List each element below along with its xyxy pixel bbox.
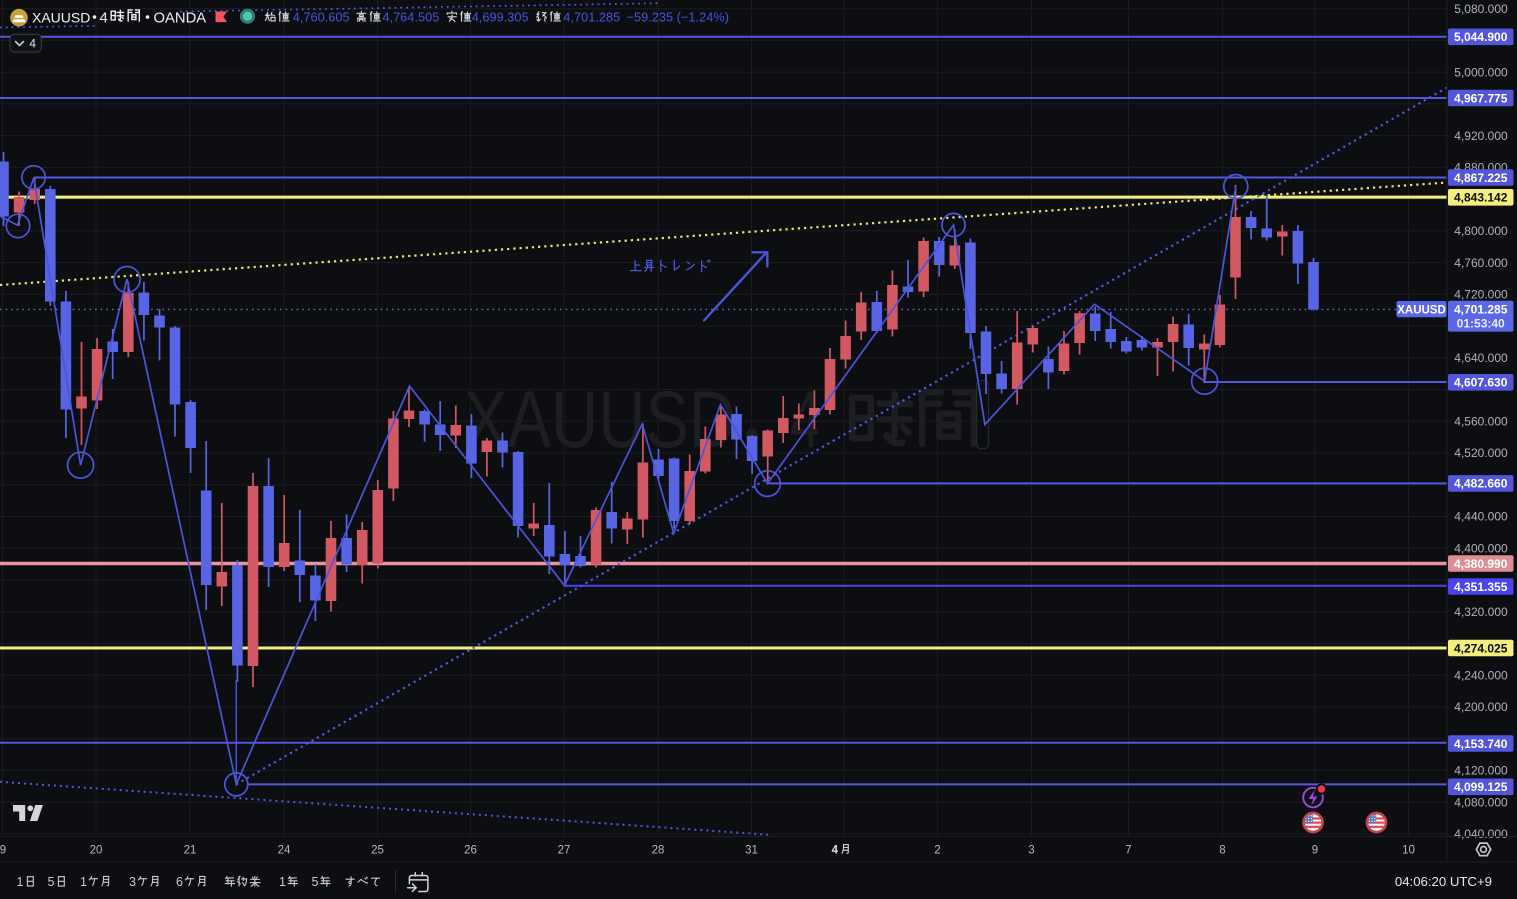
svg-text:4,040.000: 4,040.000 [1454, 827, 1508, 841]
svg-text:4,482.660: 4,482.660 [1454, 477, 1508, 491]
svg-text:5,080.000: 5,080.000 [1454, 2, 1508, 16]
svg-text:1: 1 [17, 875, 24, 889]
svg-text:4: 4 [30, 39, 37, 51]
svg-text:04:06:20 UTC+9: 04:06:20 UTC+9 [1395, 874, 1492, 889]
svg-text:4,274.025: 4,274.025 [1454, 641, 1508, 655]
svg-text:4,607.630: 4,607.630 [1454, 376, 1508, 390]
svg-text:4,240.000: 4,240.000 [1454, 668, 1508, 682]
svg-text:4,351.355: 4,351.355 [1454, 580, 1508, 594]
svg-text:7: 7 [1125, 845, 1131, 857]
svg-text:6: 6 [176, 875, 183, 889]
svg-text:4,967.775: 4,967.775 [1454, 91, 1508, 105]
svg-text:4,320.000: 4,320.000 [1454, 605, 1508, 619]
svg-text:4,701.285: 4,701.285 [563, 10, 620, 25]
svg-text:4,760.605: 4,760.605 [293, 10, 350, 25]
svg-text:5: 5 [48, 875, 55, 889]
svg-text:4,200.000: 4,200.000 [1454, 700, 1508, 714]
svg-text:4,760.000: 4,760.000 [1454, 256, 1508, 270]
svg-text:3: 3 [129, 875, 136, 889]
svg-text:4: 4 [832, 845, 839, 857]
svg-text:25: 25 [371, 845, 384, 857]
svg-text:8: 8 [1219, 845, 1225, 857]
svg-text:4,080.000: 4,080.000 [1454, 795, 1508, 809]
svg-text:01:53:40: 01:53:40 [1457, 317, 1505, 331]
svg-text:OANDA: OANDA [154, 10, 207, 26]
svg-text:9: 9 [1312, 845, 1318, 857]
svg-text:4: 4 [100, 9, 108, 26]
svg-text:4: 4 [790, 375, 820, 465]
svg-text:24: 24 [278, 845, 291, 857]
svg-text:26: 26 [464, 845, 477, 857]
svg-text:4,560.000: 4,560.000 [1454, 415, 1508, 429]
svg-text:4,400.000: 4,400.000 [1454, 542, 1508, 556]
svg-text:4,120.000: 4,120.000 [1454, 764, 1508, 778]
svg-text:31: 31 [745, 845, 758, 857]
svg-text:−59.235 (−1.24%): −59.235 (−1.24%) [627, 10, 729, 25]
svg-text:4,520.000: 4,520.000 [1454, 446, 1508, 460]
svg-text:27: 27 [558, 845, 571, 857]
svg-text:4,764.505: 4,764.505 [382, 10, 439, 25]
svg-text:4,640.000: 4,640.000 [1454, 351, 1508, 365]
svg-text:3: 3 [1028, 845, 1034, 857]
svg-text:4,720.000: 4,720.000 [1454, 288, 1508, 302]
svg-text:5,000.000: 5,000.000 [1454, 65, 1508, 79]
svg-text:10: 10 [1402, 845, 1415, 857]
svg-text:5: 5 [312, 875, 319, 889]
svg-text:20: 20 [90, 845, 103, 857]
svg-text:4,843.142: 4,843.142 [1454, 191, 1508, 205]
svg-text:4,699.305: 4,699.305 [472, 10, 529, 25]
svg-text:1: 1 [80, 875, 87, 889]
svg-text:XAUUSD: XAUUSD [32, 9, 90, 25]
svg-text:9: 9 [0, 845, 6, 857]
svg-text:4,440.000: 4,440.000 [1454, 510, 1508, 524]
svg-text:1: 1 [279, 875, 286, 889]
svg-text:4,867.225: 4,867.225 [1454, 171, 1508, 185]
svg-text:4,380.990: 4,380.990 [1454, 557, 1508, 571]
svg-text:2: 2 [934, 845, 940, 857]
svg-text:4,099.125: 4,099.125 [1454, 780, 1508, 794]
svg-text:4,800.000: 4,800.000 [1454, 224, 1508, 238]
svg-text:5,044.900: 5,044.900 [1454, 30, 1508, 44]
svg-text:28: 28 [652, 845, 665, 857]
svg-text:XAUUSD: XAUUSD [1397, 304, 1446, 316]
svg-text:4,153.740: 4,153.740 [1454, 737, 1508, 751]
svg-text:4,920.000: 4,920.000 [1454, 129, 1508, 143]
svg-text:21: 21 [184, 845, 197, 857]
svg-text:4,701.285: 4,701.285 [1454, 303, 1508, 317]
